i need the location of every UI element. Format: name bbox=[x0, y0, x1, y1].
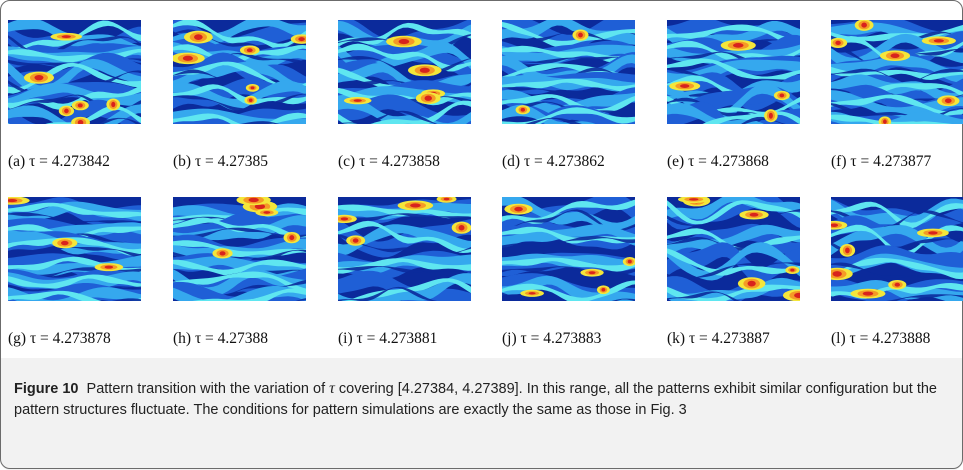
panel-label: (c) τ = 4.273858 bbox=[338, 153, 440, 170]
pattern-heatmap bbox=[338, 197, 471, 301]
panel-label: (d) τ = 4.273862 bbox=[502, 153, 605, 170]
figure-number: Figure 10 bbox=[14, 381, 79, 397]
caption-tau-symbol: τ bbox=[329, 380, 335, 397]
panel-label: (l) τ = 4.273888 bbox=[831, 330, 931, 347]
pattern-heatmap bbox=[502, 197, 635, 301]
panel-label: (a) τ = 4.273842 bbox=[8, 153, 110, 170]
pattern-heatmap bbox=[831, 197, 963, 301]
pattern-image bbox=[502, 197, 635, 301]
pattern-image bbox=[8, 197, 141, 301]
pattern-image bbox=[8, 20, 141, 124]
panel-label: (b) τ = 4.27385 bbox=[173, 153, 269, 170]
pattern-heatmap bbox=[502, 20, 635, 124]
panel-label: (h) τ = 4.27388 bbox=[173, 330, 269, 347]
pattern-heatmap bbox=[8, 197, 141, 301]
pattern-heatmap bbox=[831, 20, 963, 124]
panel-label: (g) τ = 4.273878 bbox=[8, 330, 111, 347]
caption-text-after: covering [4.27384, 4.27389]. In this ran… bbox=[14, 381, 937, 418]
panel-label: (e) τ = 4.273868 bbox=[667, 153, 769, 170]
figure-caption: Figure 10 Pattern transition with the va… bbox=[14, 378, 949, 421]
pattern-image bbox=[173, 20, 306, 124]
pattern-heatmap bbox=[667, 20, 800, 124]
panel-label: (j) τ = 4.273883 bbox=[502, 330, 602, 347]
pattern-image bbox=[667, 20, 800, 124]
pattern-image bbox=[173, 197, 306, 301]
pattern-heatmap bbox=[8, 20, 141, 124]
panel-label: (k) τ = 4.273887 bbox=[667, 330, 770, 347]
panel-label: (f) τ = 4.273877 bbox=[831, 153, 932, 170]
pattern-image bbox=[338, 197, 471, 301]
caption-text-before: Pattern transition with the variation of bbox=[86, 381, 330, 397]
pattern-heatmap bbox=[173, 197, 306, 301]
pattern-heatmap bbox=[667, 197, 800, 301]
pattern-image bbox=[831, 20, 963, 124]
pattern-image bbox=[338, 20, 471, 124]
pattern-heatmap bbox=[338, 20, 471, 124]
pattern-image bbox=[667, 197, 800, 301]
pattern-heatmap bbox=[173, 20, 306, 124]
pattern-image bbox=[502, 20, 635, 124]
pattern-image bbox=[831, 197, 963, 301]
panel-label: (i) τ = 4.273881 bbox=[338, 330, 438, 347]
caption-band bbox=[0, 358, 963, 470]
